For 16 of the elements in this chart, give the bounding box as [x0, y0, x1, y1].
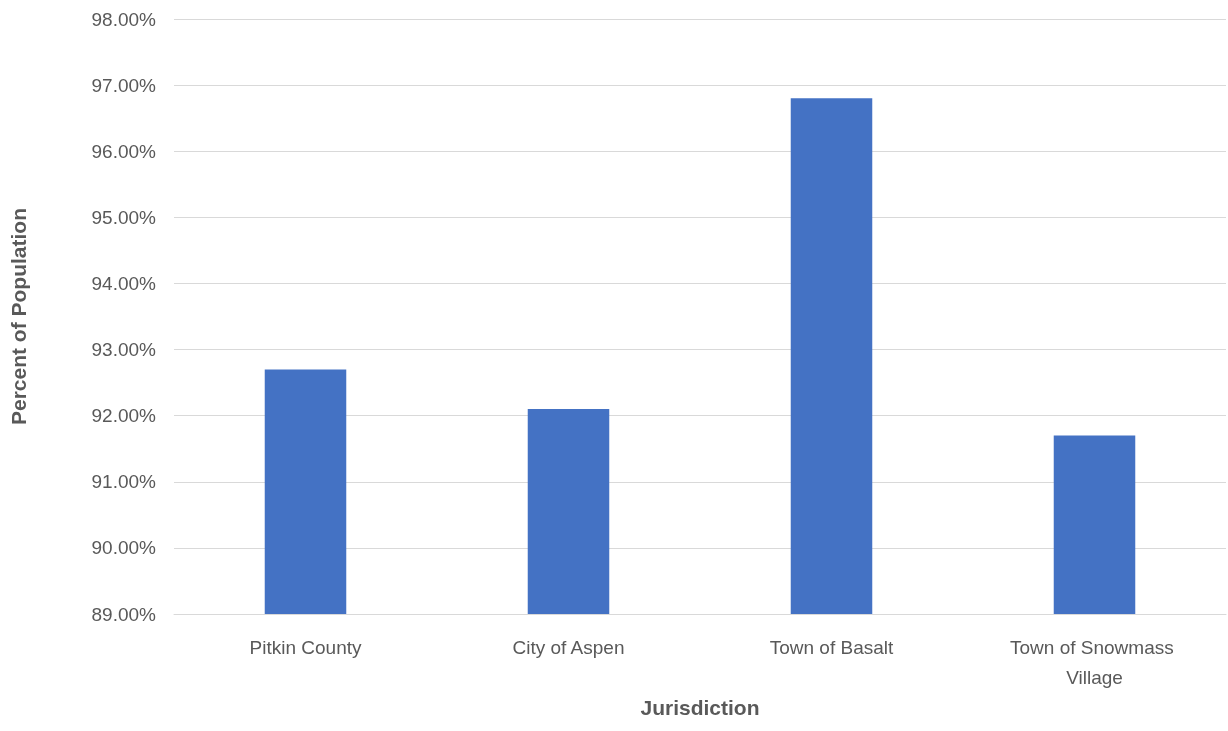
y-tick-label: 93.00% [91, 339, 157, 361]
x-tick-label: Pitkin County [249, 636, 362, 658]
x-axis-title: Jurisdiction [640, 695, 760, 719]
y-tick-label: 91.00% [91, 471, 157, 493]
x-tick-label: Town of Snowmass Village [1010, 636, 1179, 688]
y-tick-label: 95.00% [91, 206, 157, 228]
y-tick-label: 92.00% [91, 405, 157, 427]
x-tick-label: Town of Basalt [769, 636, 894, 658]
y-tick-label: 90.00% [91, 537, 157, 559]
y-tick-label: 94.00% [91, 272, 157, 294]
y-tick-label: 98.00% [91, 8, 157, 30]
y-axis-title: Percent of Population [7, 207, 30, 426]
y-tick-label: 96.00% [91, 140, 157, 162]
x-tick-label: City of Aspen [512, 636, 625, 658]
y-tick-label: 89.00% [91, 603, 157, 625]
y-tick-label: 97.00% [91, 74, 157, 96]
